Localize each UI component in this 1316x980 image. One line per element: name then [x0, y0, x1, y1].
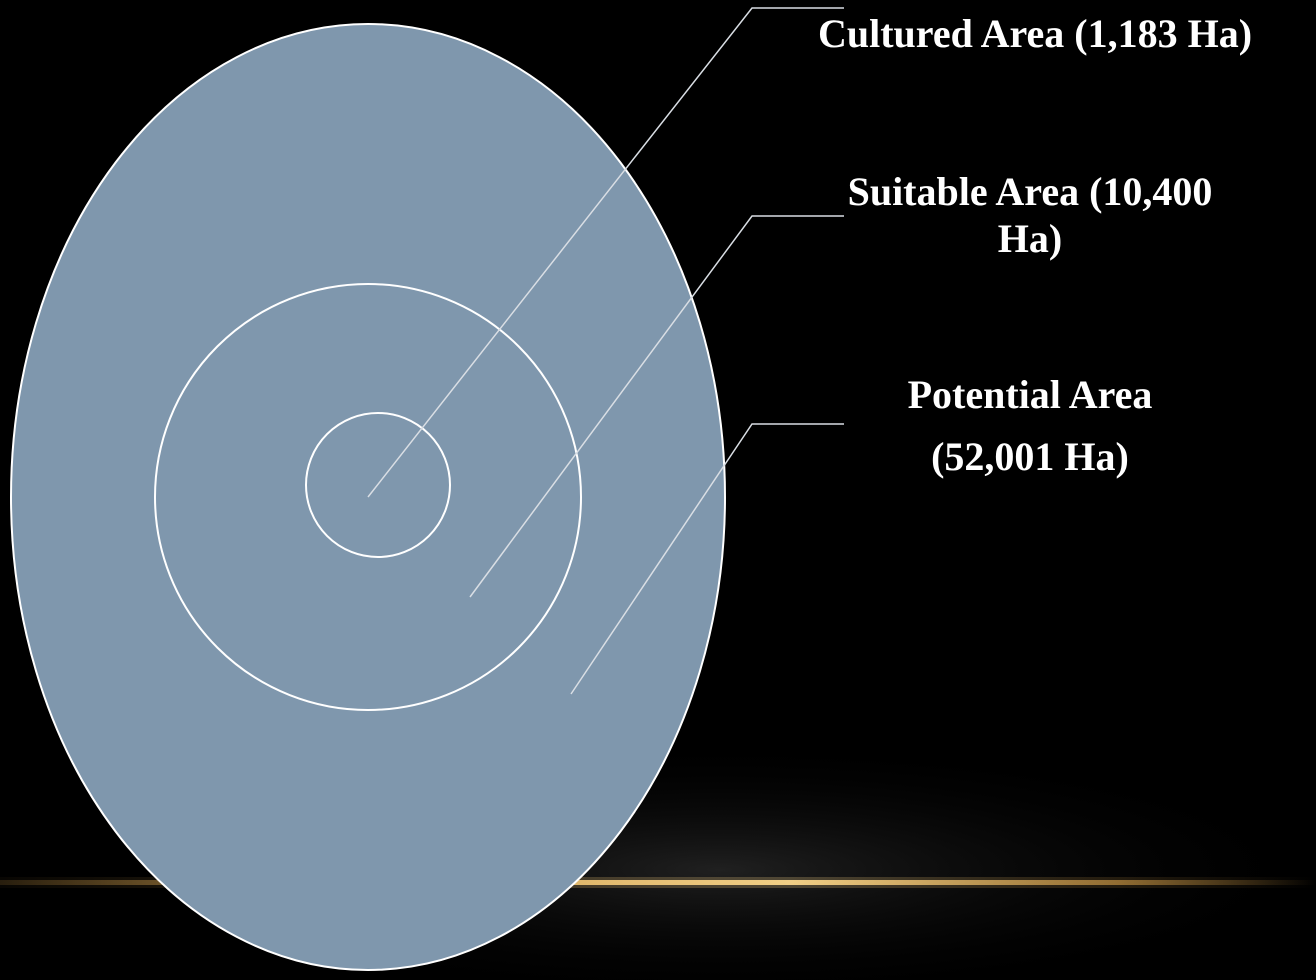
potential-area-text-line1: Potential Area: [907, 372, 1153, 417]
cultured-area-text: Cultured Area (1,183 Ha): [817, 11, 1253, 56]
suitable-area-label: Suitable Area (10,400 Ha): [790, 168, 1270, 262]
suitable-area-text-line2: Ha): [997, 216, 1063, 262]
cultured-leader-line: [367, 7, 844, 498]
potential-leader-line: [570, 423, 844, 695]
cultured-area-circle: [305, 412, 451, 558]
suitable-leader-line: [469, 215, 844, 598]
potential-area-text-line2: (52,001 Ha): [931, 434, 1129, 479]
suitable-area-circle: [154, 283, 582, 711]
cultured-area-label: Cultured Area (1,183 Ha): [770, 10, 1300, 57]
suitable-area-text-line1: Suitable Area (10,400: [847, 169, 1213, 214]
potential-area-label: Potential Area (52,001 Ha): [840, 364, 1220, 488]
